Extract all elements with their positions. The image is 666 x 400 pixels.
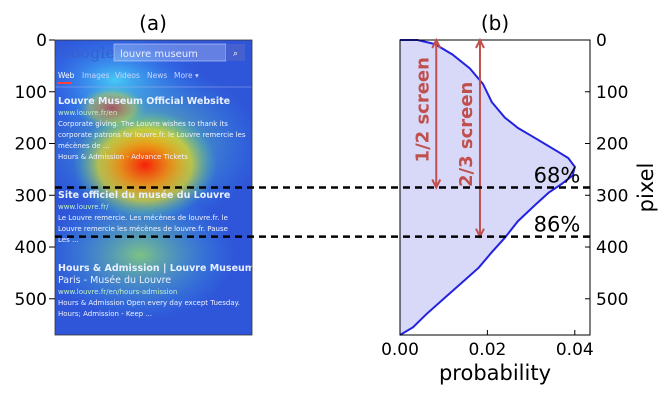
result-snippet-line: Corporate giving. The Louvre wishes to t… bbox=[58, 120, 228, 128]
result-url[interactable]: www.louvre.fr/ bbox=[58, 203, 109, 211]
chart-title: (b) bbox=[481, 11, 509, 35]
x-tick-label: 0.04 bbox=[556, 340, 594, 360]
y-tick-label: 300 bbox=[596, 186, 628, 206]
probability-curve bbox=[399, 39, 576, 336]
search-button[interactable] bbox=[226, 44, 245, 61]
search-query: louvre museum bbox=[120, 49, 198, 60]
result-title[interactable]: Louvre Museum Official Website bbox=[58, 96, 230, 107]
tab-news[interactable]: News bbox=[147, 71, 167, 80]
panel-a-y-tick-label: 500 bbox=[15, 290, 47, 310]
x-tick-label: 0.02 bbox=[468, 340, 506, 360]
search-tabs: Web Images Videos News More ▾ bbox=[57, 71, 199, 84]
y-tick-label: 400 bbox=[596, 238, 628, 258]
result-snippet-line: Hours; Admission - Keep ... bbox=[58, 310, 152, 318]
result-snippet-line: Hours & Admission - Advance Tickets bbox=[58, 153, 188, 161]
arrow-head-top bbox=[431, 37, 442, 49]
heatmap-hotspot bbox=[73, 110, 217, 220]
result-title[interactable]: Site officiel du musée du Louvre bbox=[58, 190, 230, 201]
panel-a-y-tick-label: 300 bbox=[15, 186, 47, 206]
reference-lines: 68% 86% bbox=[55, 164, 590, 238]
tab-web[interactable]: Web bbox=[58, 71, 75, 80]
result-snippet-line: Louvre remercie les mécènes de louvre.fr… bbox=[58, 225, 228, 233]
panel-a-title: (a) bbox=[139, 11, 167, 35]
arrow-head-top bbox=[475, 37, 485, 49]
result-snippet-line: corporate patrons for louvre.fr. le Louv… bbox=[58, 131, 246, 139]
arrow-head-bottom bbox=[431, 179, 442, 190]
google-logo: Google bbox=[58, 43, 115, 62]
reference-line-label: 68% bbox=[534, 164, 581, 188]
result-snippet-line: mécènes de ... bbox=[58, 142, 110, 150]
y-tick-label: 200 bbox=[596, 135, 628, 155]
search-icon: ⌕ bbox=[233, 49, 238, 59]
x-tick-label: 0.00 bbox=[381, 340, 419, 360]
result-url[interactable]: www.louvre.fr/en/hours-admission bbox=[58, 288, 177, 296]
panel-a-y-tick-label: 0 bbox=[36, 31, 47, 51]
y-tick-label: 0 bbox=[596, 31, 607, 51]
reference-line-label: 86% bbox=[534, 213, 581, 237]
probability-chart: 0.00 0.02 0.04 0 100 200 300 400 500 probability p… bbox=[381, 31, 658, 385]
tab-more[interactable]: More ▾ bbox=[174, 71, 199, 80]
result-url[interactable]: www.louvre.fr/en bbox=[58, 109, 117, 117]
panel-a-y-tick-label: 400 bbox=[15, 238, 47, 258]
y-tick-label: 500 bbox=[596, 290, 628, 310]
y-tick-label: 100 bbox=[596, 83, 628, 103]
panel-a-y-tick-label: 100 bbox=[15, 83, 47, 103]
heatmap-title-spot bbox=[77, 86, 147, 130]
result-snippet-line: Les ... bbox=[58, 236, 79, 244]
search-results: Louvre Museum Official Website www.louvre… bbox=[58, 96, 261, 318]
heatmap-screenshot: Google louvre museum ⌕ Web Images Videos Ne… bbox=[55, 40, 261, 335]
tab-images[interactable]: Images bbox=[82, 71, 109, 80]
heatmap-lower-glow bbox=[55, 190, 235, 320]
panel-a-y-axis: 0 100 200 300 400 500 bbox=[15, 31, 55, 310]
result-title[interactable]: Hours & Admission | Louvre Museum | bbox=[58, 263, 261, 274]
y-axis-label: pixel bbox=[634, 163, 658, 213]
screen-arrow-label: 2/3 screen bbox=[456, 82, 477, 187]
panel-a-y-tick-label: 200 bbox=[15, 135, 47, 155]
x-axis-label: probability bbox=[439, 361, 551, 385]
screen-arrow-label: 1/2 screen bbox=[412, 57, 433, 162]
result-snippet-line: Le Louvre remercie. Les mécènes de louvr… bbox=[58, 214, 228, 222]
result-snippet-line: Hours & Admission Open every day except … bbox=[58, 299, 240, 307]
result-title-cont[interactable]: Paris - Musée du Louvre bbox=[58, 275, 171, 286]
tab-videos[interactable]: Videos bbox=[115, 71, 140, 80]
